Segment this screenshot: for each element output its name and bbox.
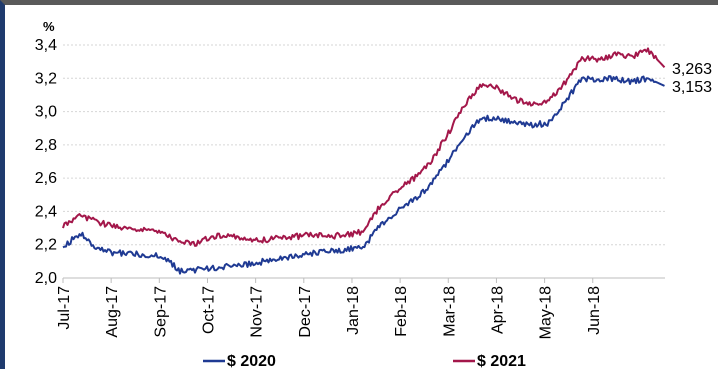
y-tick-label: 2,0 <box>35 270 57 287</box>
x-tick-label: May-18 <box>538 286 555 339</box>
x-tick-label: Jun-18 <box>586 286 603 335</box>
legend: $ 2020 $ 2021 <box>203 353 526 370</box>
x-tick-label: Aug-17 <box>104 286 121 338</box>
x-tick-label: Nov-17 <box>249 286 266 338</box>
y-tick-label: 3,2 <box>35 70 57 87</box>
x-tick-label: Jan-18 <box>345 286 362 335</box>
series-line-2 <box>62 47 666 247</box>
y-tick-label: 2,2 <box>35 237 57 254</box>
x-tick-label: Mar-18 <box>441 286 458 337</box>
y-tick-label: 3,4 <box>35 37 57 54</box>
y-tick-label: 2,8 <box>35 137 57 154</box>
y-tick-label: 2,4 <box>35 203 57 220</box>
x-tick-label: Jul-17 <box>56 286 73 330</box>
legend-label: $ 2021 <box>477 353 526 370</box>
axes: 2,0 2,2 2,4 2,6 2,8 3,0 3,2 3,4% Jul-17 Aug-17 Sep… <box>35 19 665 339</box>
x-tick-label: Feb-18 <box>393 286 410 337</box>
x-tick-label: Sep-17 <box>152 286 169 338</box>
x-tick-label: Dec-17 <box>297 286 314 338</box>
end-value-label: 3,263 <box>672 61 712 78</box>
x-tick-label: Apr-18 <box>489 286 506 334</box>
y-tick-label: 2,6 <box>35 170 57 187</box>
y-unit-label: % <box>43 19 55 34</box>
line-chart: 2,0 2,2 2,4 2,6 2,8 3,0 3,2 3,4% Jul-17 Aug-17 Sep… <box>35 19 712 370</box>
end-value-label: 3,153 <box>672 79 712 96</box>
y-tick-label: 3,0 <box>35 104 57 121</box>
gridlines <box>63 44 665 246</box>
legend-label: $ 2020 <box>227 353 276 370</box>
series-line-1 <box>62 75 665 275</box>
x-tick-label: Oct-17 <box>200 286 217 334</box>
series-lines <box>62 47 666 275</box>
